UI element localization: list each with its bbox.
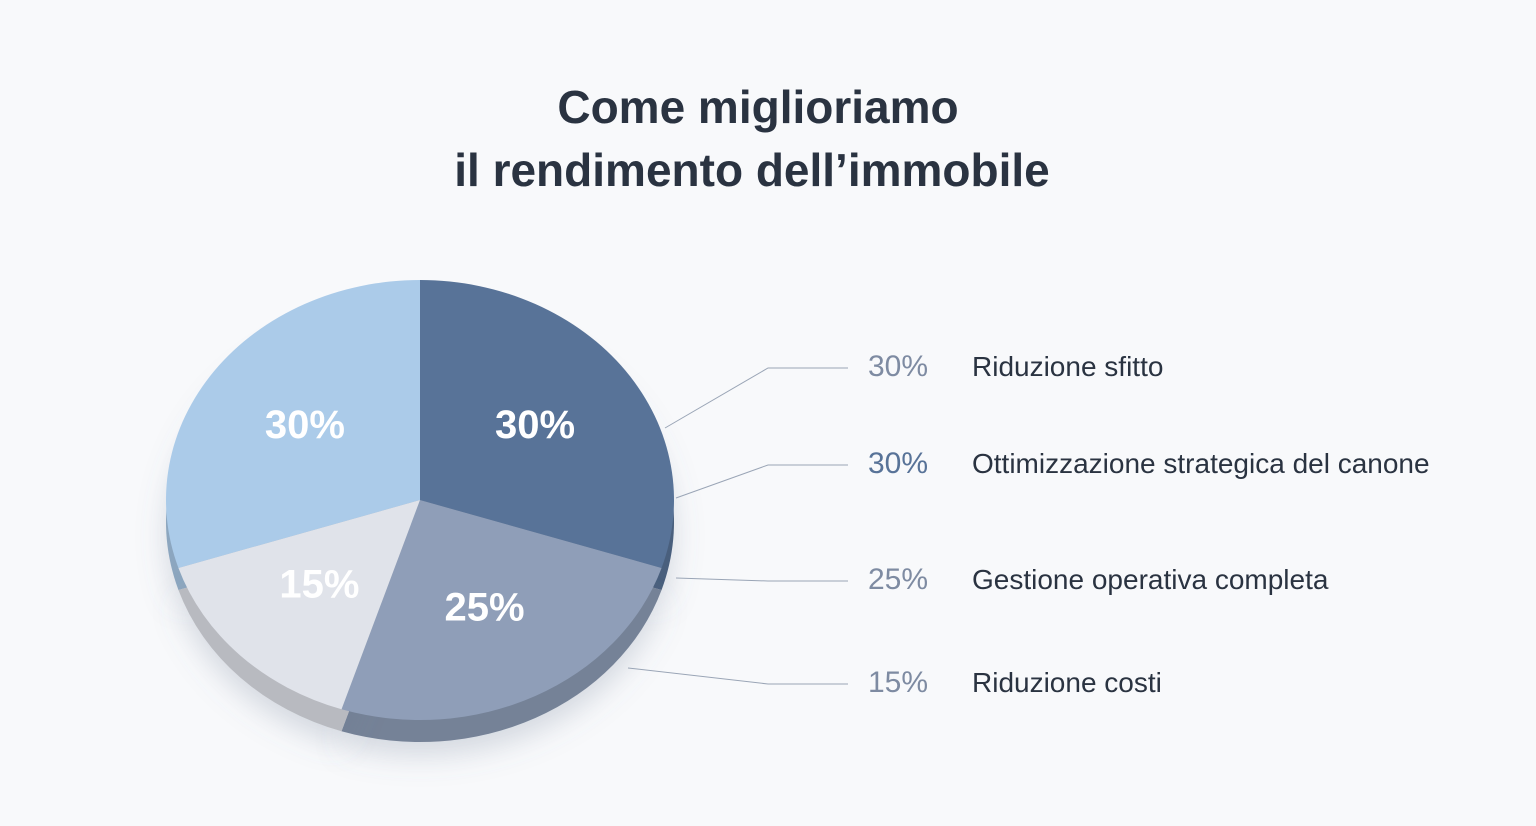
- chart-title: il rendimento dell’immobile: [454, 144, 1050, 196]
- legend-item: 30% Riduzione sfitto: [868, 348, 1163, 386]
- slice: [166, 280, 420, 568]
- chart-title: Come miglioriamo: [557, 81, 958, 133]
- leader-line: [675, 577, 848, 582]
- slice: [420, 280, 674, 568]
- legend-label: Riduzione sfitto: [972, 351, 1164, 382]
- slice-label: 30%: [495, 403, 575, 447]
- slice: [341, 500, 662, 720]
- legend-value: 30%: [868, 350, 929, 383]
- slice-label: 30%: [265, 403, 345, 447]
- leader-lines: [627, 367, 848, 685]
- legend-label: Ottimizzazione strategica del canone: [972, 448, 1430, 479]
- legend-item: 15% Riduzione costi: [868, 664, 1162, 702]
- legend-value: 25%: [868, 563, 929, 596]
- legend-label: Gestione operativa completa: [972, 564, 1329, 595]
- legend-value: 30%: [868, 447, 929, 480]
- legend-value: 15%: [868, 666, 929, 699]
- slice-label: 15%: [279, 563, 359, 607]
- legend-item: 25% Gestione operativa completa: [868, 561, 1328, 599]
- pie: 30% 30% 25% 15%: [166, 280, 674, 720]
- slice: [178, 500, 420, 710]
- legend-item: 30% Ottimizzazione strategica del canone: [868, 445, 1430, 483]
- leader-line: [664, 367, 848, 429]
- leader-line: [675, 464, 848, 499]
- slice-label: 25%: [445, 585, 525, 629]
- legend-label: Riduzione costi: [972, 667, 1162, 698]
- leader-line: [627, 667, 848, 685]
